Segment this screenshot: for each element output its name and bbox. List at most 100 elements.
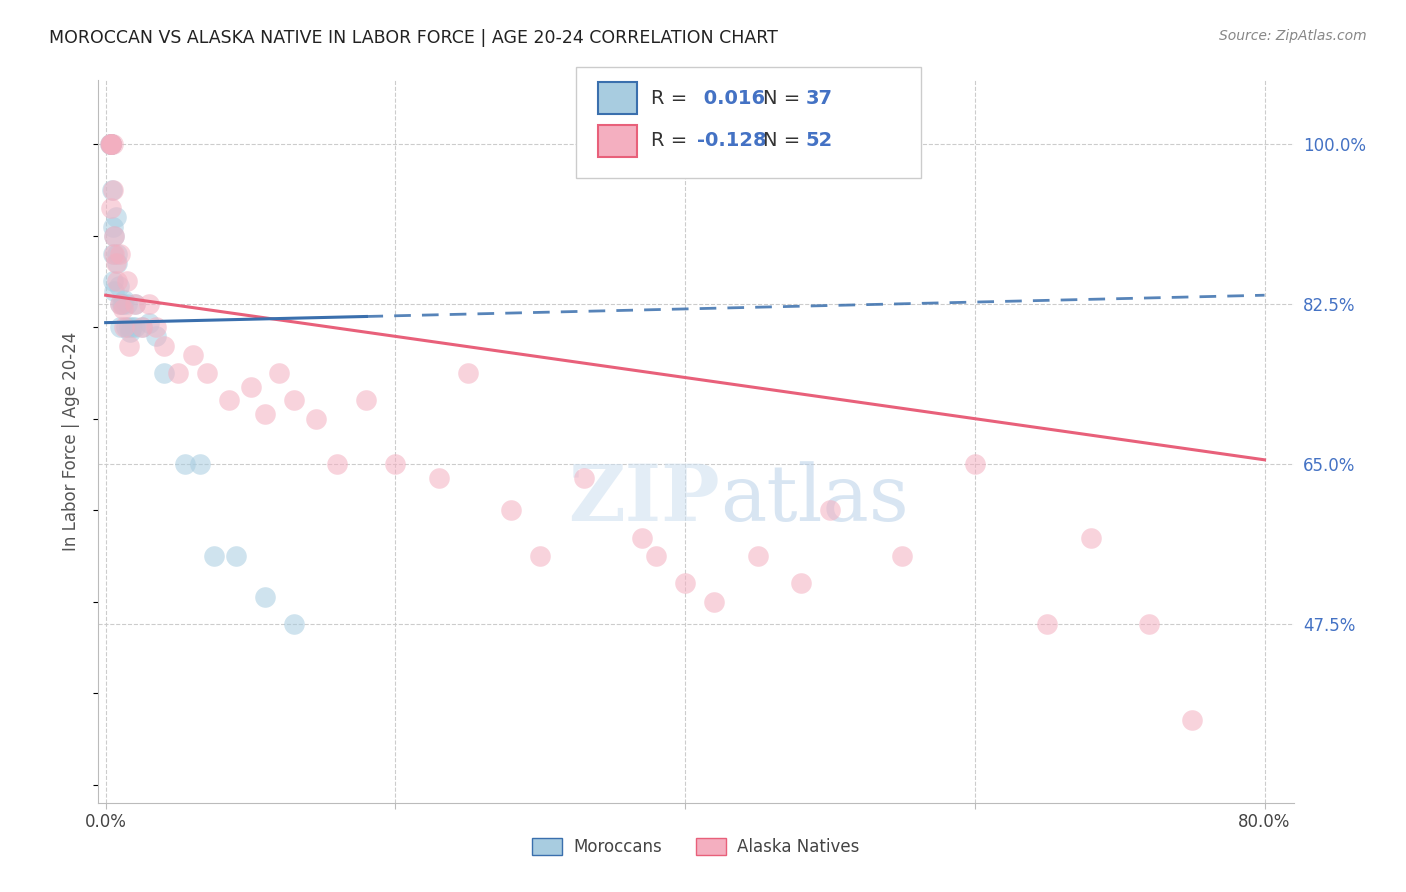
Legend: Moroccans, Alaska Natives: Moroccans, Alaska Natives [526, 831, 866, 863]
Point [145, 320, 167, 334]
Point [101, 183, 124, 197]
Point [181, 348, 204, 362]
Point [167, 366, 190, 380]
Point [253, 590, 276, 604]
Point [703, 594, 725, 608]
Point [305, 411, 328, 425]
Point [103, 228, 125, 243]
Point [117, 275, 139, 289]
Point [131, 320, 153, 334]
Point [630, 531, 652, 545]
Point [107, 279, 129, 293]
Point [1080, 531, 1102, 545]
Point [101, 275, 124, 289]
Text: N =: N = [763, 131, 807, 151]
Text: -0.128: -0.128 [697, 131, 768, 151]
Point [572, 471, 595, 485]
Point [100, 137, 122, 152]
Point [225, 549, 247, 563]
Point [131, 320, 153, 334]
Point [101, 183, 124, 197]
Point [326, 458, 349, 472]
Point [269, 366, 291, 380]
Point [384, 458, 406, 472]
Point [790, 576, 813, 591]
Point [145, 329, 167, 343]
Point [114, 293, 136, 307]
Point [101, 137, 124, 152]
Text: 52: 52 [806, 131, 832, 151]
Point [103, 284, 125, 298]
Point [138, 297, 160, 311]
Point [356, 393, 378, 408]
Point [124, 320, 146, 334]
Point [108, 247, 131, 261]
Point [427, 471, 450, 485]
Text: N =: N = [763, 88, 807, 108]
Point [105, 247, 128, 261]
Point [124, 297, 146, 311]
Point [891, 549, 914, 563]
Point [283, 393, 305, 408]
Text: MOROCCAN VS ALASKA NATIVE IN LABOR FORCE | AGE 20-24 CORRELATION CHART: MOROCCAN VS ALASKA NATIVE IN LABOR FORCE… [49, 29, 778, 46]
Point [104, 256, 127, 270]
Point [101, 219, 124, 234]
Point [108, 297, 131, 311]
Point [100, 137, 122, 152]
Point [118, 320, 141, 334]
Point [188, 458, 211, 472]
Point [152, 366, 174, 380]
Text: 0.016: 0.016 [697, 88, 765, 108]
Point [114, 320, 136, 334]
Point [105, 275, 128, 289]
Point [118, 338, 141, 352]
Point [100, 202, 122, 216]
Point [101, 247, 124, 261]
Point [239, 379, 262, 393]
Point [1137, 617, 1160, 632]
Point [100, 137, 122, 152]
Point [529, 549, 551, 563]
Point [98, 137, 121, 152]
Point [138, 316, 160, 330]
Point [121, 320, 143, 334]
Point [202, 549, 225, 563]
Text: R =: R = [651, 131, 693, 151]
Point [110, 297, 132, 311]
Text: R =: R = [651, 88, 693, 108]
Point [283, 617, 305, 632]
Point [100, 137, 122, 152]
Point [117, 297, 139, 311]
Point [115, 320, 138, 334]
Point [124, 297, 146, 311]
Point [104, 211, 127, 225]
Point [108, 297, 131, 311]
Text: ZIP: ZIP [568, 461, 720, 537]
Point [818, 503, 841, 517]
Point [112, 297, 135, 311]
Text: atlas: atlas [720, 461, 908, 537]
Point [1181, 714, 1204, 728]
Point [963, 458, 986, 472]
Point [100, 137, 122, 152]
Point [108, 320, 131, 334]
Point [457, 366, 479, 380]
Point [174, 458, 197, 472]
Point [112, 301, 135, 316]
Point [103, 228, 125, 243]
Point [673, 576, 696, 591]
Y-axis label: In Labor Force | Age 20-24: In Labor Force | Age 20-24 [62, 332, 80, 551]
Text: Source: ZipAtlas.com: Source: ZipAtlas.com [1219, 29, 1367, 43]
Point [100, 137, 122, 152]
Point [645, 549, 668, 563]
Point [195, 366, 218, 380]
Point [105, 256, 128, 270]
Point [103, 247, 125, 261]
Point [100, 137, 122, 152]
Point [253, 407, 276, 421]
Point [98, 137, 121, 152]
Point [501, 503, 523, 517]
Point [218, 393, 240, 408]
Point [747, 549, 769, 563]
Text: 37: 37 [806, 88, 832, 108]
